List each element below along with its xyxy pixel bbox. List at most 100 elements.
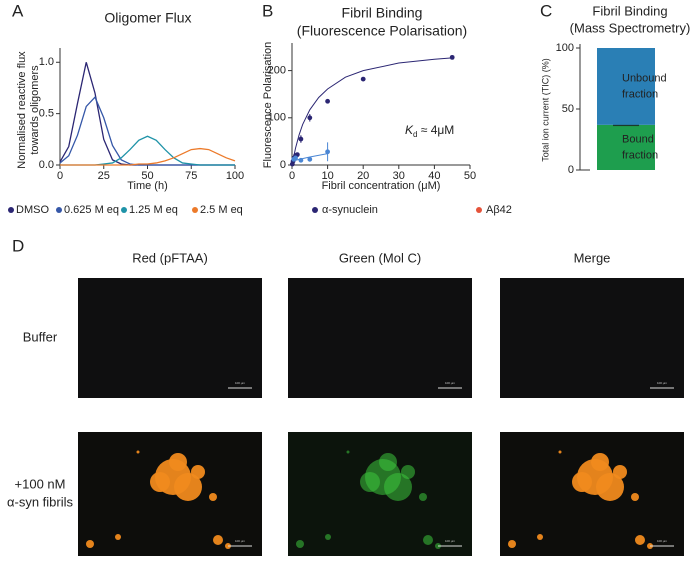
panel-label: A xyxy=(12,1,24,20)
x-tick-label: 0 xyxy=(57,170,63,182)
x-tick-label: 40 xyxy=(428,170,440,182)
x-tick-label: 50 xyxy=(464,170,476,182)
fluorescent-spot xyxy=(209,493,217,501)
micrograph: 100 μm xyxy=(288,432,472,556)
data-point xyxy=(298,136,304,142)
legend-marker xyxy=(8,207,14,213)
micrograph: 100 μm xyxy=(78,278,262,398)
legend-marker xyxy=(476,207,482,213)
micrograph: 100 μm xyxy=(288,278,472,398)
fluorescent-spot xyxy=(596,473,624,501)
row-label: Buffer xyxy=(23,329,58,344)
segment-label: Unbound xyxy=(622,72,667,84)
fluorescent-spot xyxy=(631,493,639,501)
column-header: Green (Mol C) xyxy=(339,250,421,265)
y-tick-label: 100 xyxy=(556,42,574,54)
x-axis-label: Time (h) xyxy=(127,180,168,192)
text-line: Oligomer Flux xyxy=(104,10,191,26)
segment-label: fraction xyxy=(622,88,658,100)
line-series xyxy=(60,147,236,166)
text-line: (Mass Spectrometry) xyxy=(570,20,691,35)
legend-marker xyxy=(192,207,198,213)
y-axis-label: Fluorescence Polarisation xyxy=(262,42,274,169)
row-label: +100 nM xyxy=(15,476,66,491)
fluorescent-spot xyxy=(296,540,304,548)
fluorescent-spot xyxy=(401,465,415,479)
line-series xyxy=(60,135,235,166)
annotation-part: d xyxy=(413,130,417,139)
scale-bar-label: 100 μm xyxy=(235,381,246,385)
y-axis-label: towards oligomers xyxy=(29,65,41,155)
scale-bar-label: 100 μm xyxy=(445,381,456,385)
x-tick-label: 20 xyxy=(357,170,369,182)
legend-marker xyxy=(312,207,318,213)
data-point xyxy=(307,115,313,121)
y-tick-label: 0.5 xyxy=(39,108,54,120)
fluorescent-spot xyxy=(508,540,516,548)
data-point xyxy=(449,54,455,60)
legend-label: DMSO xyxy=(16,204,49,216)
text-line: Fibril Binding xyxy=(342,5,423,21)
y-tick-label: 100 xyxy=(268,112,286,124)
fluorescent-spot xyxy=(591,453,609,471)
legend-marker xyxy=(121,207,127,213)
y-tick-label: 1.0 xyxy=(39,56,54,68)
fluorescent-spot xyxy=(572,472,592,492)
column-header: Red (pFTAA) xyxy=(132,250,208,265)
column-header: Merge xyxy=(574,250,611,265)
y-tick-label: 50 xyxy=(562,103,574,115)
x-tick-label: 50 xyxy=(141,170,153,182)
legend-label: 2.5 M eq xyxy=(200,204,243,216)
annotation-part: K xyxy=(405,123,414,137)
text-line: (Fluorescence Polarisation) xyxy=(297,23,467,39)
fluorescent-spot xyxy=(558,450,562,454)
y-tick-label: 0.0 xyxy=(39,159,54,171)
fluorescent-spot xyxy=(174,473,202,501)
fluorescent-spot xyxy=(325,534,331,540)
legend-marker xyxy=(56,207,62,213)
text-line: Fibril Binding xyxy=(592,3,667,18)
legend-label: 1.25 M eq xyxy=(129,204,178,216)
fluorescent-spot xyxy=(169,453,187,471)
data-point xyxy=(307,156,313,162)
fluorescent-spot xyxy=(150,472,170,492)
scale-bar-label: 100 μm xyxy=(235,539,246,543)
fluorescent-spot xyxy=(191,465,205,479)
fit-line xyxy=(291,57,453,166)
fluorescent-spot xyxy=(360,472,380,492)
data-point xyxy=(293,155,298,161)
x-tick-label: 25 xyxy=(98,170,110,182)
legend-label: 0.625 M eq xyxy=(64,204,119,216)
scale-bar-label: 100 μm xyxy=(445,539,456,543)
y-axis-label: Normalised reactive flux xyxy=(16,51,28,169)
panel-label: D xyxy=(12,236,24,255)
x-tick-label: 100 xyxy=(226,170,244,182)
x-tick-label: 75 xyxy=(185,170,197,182)
legend-label: α-synuclein xyxy=(322,204,378,216)
fluorescent-spot xyxy=(635,535,645,545)
fluorescent-spot xyxy=(86,540,94,548)
fluorescent-spot xyxy=(537,534,543,540)
data-point xyxy=(325,98,330,104)
fluorescent-spot xyxy=(613,465,627,479)
x-tick-label: 30 xyxy=(393,170,405,182)
fluorescent-spot xyxy=(346,450,350,454)
image-background xyxy=(288,278,472,398)
segment-label: Bound xyxy=(622,133,654,145)
scale-bar-label: 100 μm xyxy=(657,381,668,385)
micrograph: 100 μm xyxy=(78,432,262,556)
bar-segment xyxy=(597,124,655,170)
segment-label: fraction xyxy=(622,149,658,161)
annotation: Kd ≈ 4μM xyxy=(405,123,454,139)
image-background xyxy=(78,278,262,398)
panel-label: C xyxy=(540,1,552,20)
line-series xyxy=(59,96,235,166)
fluorescent-spot xyxy=(115,534,121,540)
x-tick-label: 10 xyxy=(321,170,333,182)
scale-bar-label: 100 μm xyxy=(657,539,668,543)
data-point xyxy=(360,76,366,82)
image-background xyxy=(500,278,684,398)
y-tick-label: 0 xyxy=(280,159,286,171)
fluorescent-spot xyxy=(136,450,140,454)
